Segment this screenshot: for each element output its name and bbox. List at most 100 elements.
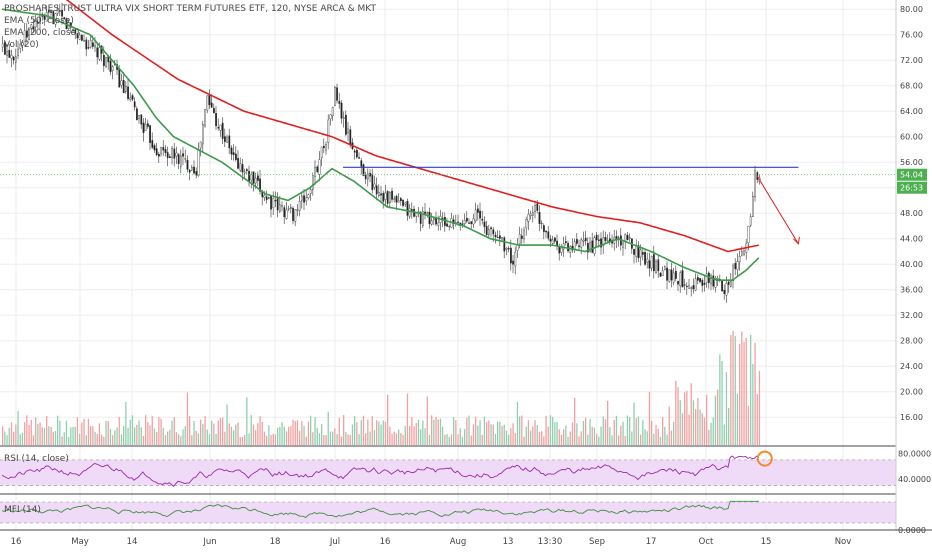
volume-bar (503, 424, 505, 445)
volume-bar (536, 425, 538, 445)
price-tick-label: 16.00 (900, 413, 923, 422)
candle-body (212, 108, 215, 114)
volume-bar (63, 432, 65, 445)
volume-bar (640, 434, 642, 445)
volume-bar (752, 363, 754, 445)
candle-body (124, 85, 127, 92)
volume-bar (285, 431, 288, 445)
candle-body (505, 248, 508, 250)
volume-bar (501, 425, 503, 445)
time-tick-label: 13:30 (538, 537, 563, 547)
volume-bar (336, 434, 338, 445)
volume-bar (525, 426, 527, 445)
volume-bar (415, 422, 417, 445)
volume-bar (114, 430, 116, 445)
candle-body (80, 35, 83, 41)
candle-body (391, 190, 393, 200)
volume-bar (274, 434, 277, 445)
volume-bar (455, 420, 457, 445)
volume-bar (281, 422, 283, 445)
countdown-value: 26:53 (900, 184, 923, 193)
candle-body (622, 242, 625, 248)
volume-bar (52, 431, 54, 445)
candle-body (593, 237, 596, 254)
candle-body (327, 119, 330, 143)
volume-bar (604, 419, 607, 445)
candle-body (650, 256, 653, 269)
volume-bar (677, 387, 679, 445)
volume-bar (279, 426, 281, 445)
candle-body (754, 170, 757, 198)
volume-bar (468, 415, 470, 445)
countdown-badge (897, 181, 927, 194)
candle-body (219, 124, 222, 131)
volume-bar (730, 335, 732, 445)
volume-bar (233, 430, 235, 445)
volume-bar (470, 435, 472, 445)
volume-bar (105, 420, 107, 445)
candle-body (285, 209, 288, 219)
candle-body (14, 56, 17, 63)
candle-body (664, 266, 666, 271)
volume-bar (257, 423, 259, 445)
volume-bar (360, 420, 362, 445)
volume-bar (184, 426, 186, 445)
candle-body (525, 219, 528, 229)
volume-bar (288, 426, 290, 445)
volume-bar (406, 393, 409, 445)
candle-body (683, 284, 686, 286)
candle-body (19, 43, 22, 49)
candle-body (714, 277, 717, 288)
candle-body (538, 212, 541, 224)
candles (1, 2, 761, 303)
candle-body (265, 196, 268, 200)
candle-body (604, 237, 607, 241)
volume-bar (653, 433, 655, 445)
candle-body (712, 275, 715, 287)
candle-body (415, 213, 418, 217)
candle-body (424, 211, 426, 214)
volume-bar (670, 430, 673, 445)
volume-bar (131, 415, 134, 445)
volume-bar (76, 417, 79, 445)
volume-bar (312, 431, 314, 445)
volume-bar (120, 434, 123, 445)
candle-body (32, 26, 35, 30)
volume-bar (486, 422, 488, 445)
candle-body (274, 200, 277, 202)
candle-body (160, 147, 162, 155)
candle-body (206, 95, 209, 111)
candle-body (558, 247, 561, 254)
price-tick-label: 60.00 (900, 133, 923, 142)
candle-body (562, 243, 565, 250)
volume-bar (560, 434, 563, 445)
candle-body (732, 265, 735, 281)
volume-bar (679, 400, 681, 445)
volume-bar (138, 420, 140, 445)
candle-body (527, 214, 530, 222)
volume-bar (70, 427, 72, 445)
candle-body (529, 213, 532, 217)
volume-bar (347, 434, 349, 445)
volume-bar (697, 398, 699, 445)
volume-bar (24, 422, 26, 445)
candle-body (272, 198, 275, 208)
candle-body (510, 247, 512, 264)
candle-body (74, 29, 77, 34)
projection-arrow[interactable] (756, 174, 799, 245)
price-tick-label: 72.00 (900, 56, 923, 65)
volume-bar (754, 342, 756, 445)
candle-body (28, 28, 30, 40)
volume-bar (701, 413, 703, 445)
volume-bar (488, 420, 490, 445)
price-axis[interactable] (896, 0, 932, 550)
volume-bar (6, 435, 8, 445)
volume-bar (615, 415, 618, 445)
volume-bar (574, 397, 576, 445)
volume-bar (508, 434, 510, 445)
candle-body (457, 221, 459, 223)
rsi-tick-label: 80.0000 (898, 449, 931, 458)
rsi-label: RSI (14, close) (4, 454, 69, 464)
